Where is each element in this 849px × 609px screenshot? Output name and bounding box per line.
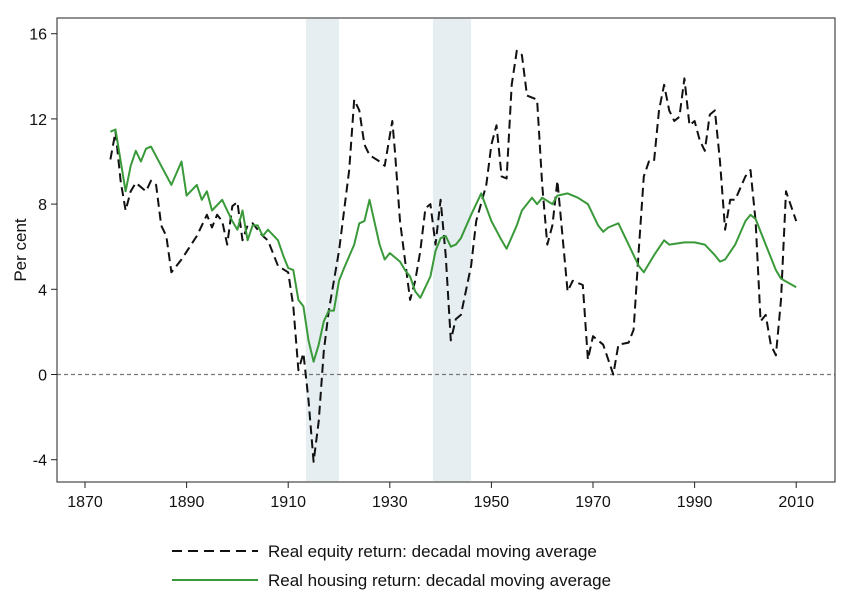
y-tick-label: 8 bbox=[38, 197, 47, 214]
y-tick-label: 12 bbox=[29, 112, 47, 129]
x-tick-label: 1870 bbox=[67, 494, 103, 511]
plot-frame bbox=[56, 17, 836, 483]
x-tick-label: 1930 bbox=[372, 494, 408, 511]
y-tick-label: -4 bbox=[33, 453, 47, 470]
x-tick-label: 2010 bbox=[778, 494, 814, 511]
y-tick-label: 0 bbox=[38, 368, 47, 385]
equity-return-line bbox=[109, 49, 798, 463]
y-axis-label: Per cent bbox=[11, 218, 30, 282]
x-tick-label: 1950 bbox=[474, 494, 510, 511]
legend-housing-label: Real housing return: decadal moving aver… bbox=[268, 571, 611, 590]
x-tick-label: 1970 bbox=[575, 494, 611, 511]
y-tick-label: 4 bbox=[38, 282, 47, 299]
shaded-period-2 bbox=[432, 19, 472, 481]
x-tick-label: 1890 bbox=[169, 494, 205, 511]
legend-equity-label: Real equity return: decadal moving avera… bbox=[268, 542, 597, 561]
housing-return-line bbox=[110, 128, 797, 363]
x-tick-label: 1990 bbox=[677, 494, 713, 511]
legend: Real equity return: decadal moving avera… bbox=[172, 542, 611, 590]
x-tick-label: 1910 bbox=[270, 494, 306, 511]
y-tick-label: 16 bbox=[29, 27, 47, 44]
shaded-period-1 bbox=[305, 19, 339, 481]
